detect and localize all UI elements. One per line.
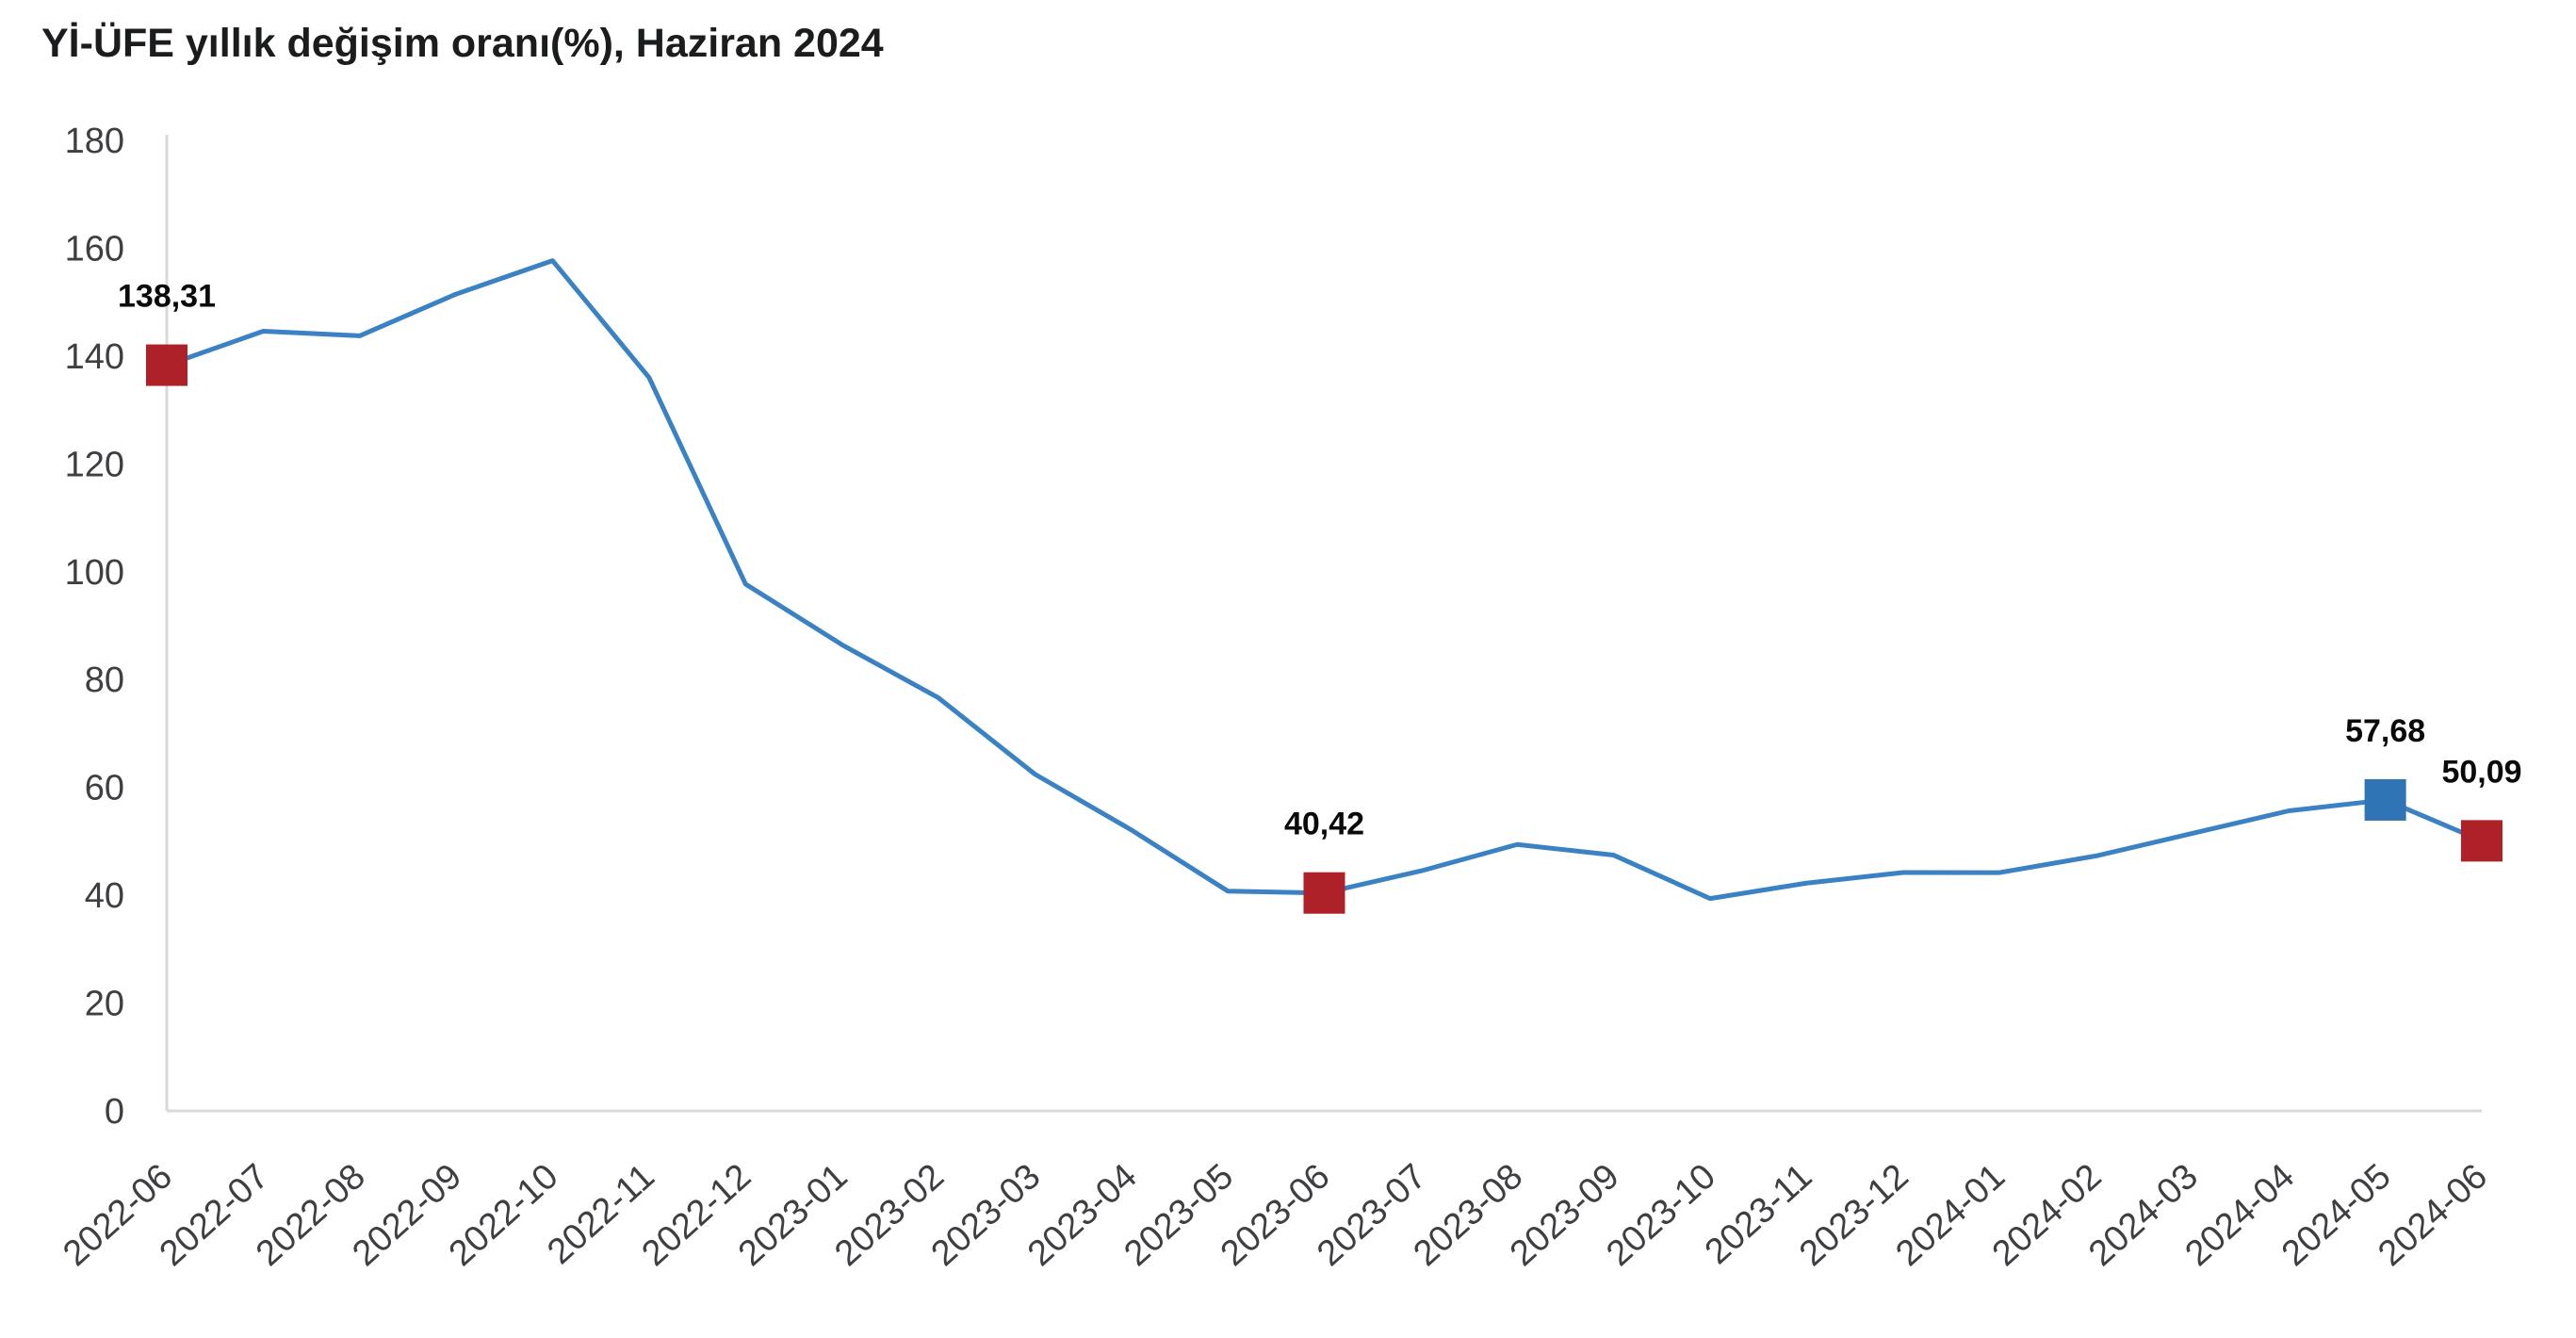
x-axis-tick-label: 2024-01 bbox=[1888, 1156, 2013, 1274]
x-axis-tick-label: 2024-04 bbox=[2178, 1156, 2303, 1274]
y-axis-tick-label: 180 bbox=[65, 122, 124, 161]
x-axis-tick-label: 2023-02 bbox=[827, 1156, 952, 1274]
y-axis-tick-label: 160 bbox=[65, 229, 124, 269]
data-point-label: 40,42 bbox=[1284, 807, 1364, 842]
x-axis-tick-label: 2023-04 bbox=[1020, 1156, 1145, 1274]
y-axis-tick-label: 120 bbox=[65, 445, 124, 484]
x-axis-tick-label: 2023-06 bbox=[1214, 1156, 1338, 1274]
x-axis-tick-label: 2022-12 bbox=[635, 1156, 759, 1274]
data-point-label: 138,31 bbox=[118, 279, 216, 315]
y-axis-tick-label: 100 bbox=[65, 553, 124, 593]
trend-line bbox=[164, 258, 2485, 902]
data-point-marker bbox=[2461, 820, 2503, 862]
x-axis-tick-label: 2022-06 bbox=[56, 1156, 180, 1274]
x-axis-tick-label: 2022-07 bbox=[153, 1156, 277, 1274]
x-axis-tick-label: 2023-10 bbox=[1599, 1156, 1723, 1274]
x-axis-tick-label: 2024-05 bbox=[2274, 1156, 2399, 1274]
x-axis-tick-label: 2023-01 bbox=[731, 1156, 856, 1274]
data-point-marker bbox=[146, 344, 187, 386]
x-axis-tick-label: 2023-08 bbox=[1407, 1156, 1531, 1274]
data-point-label: 50,09 bbox=[2441, 754, 2521, 790]
x-axis-tick-label: 2023-09 bbox=[1503, 1156, 1627, 1274]
x-axis-tick-label: 2023-03 bbox=[924, 1156, 1049, 1274]
x-axis-tick-label: 2022-10 bbox=[442, 1156, 566, 1274]
data-point-marker bbox=[1303, 872, 1345, 914]
x-axis-tick-label: 2023-07 bbox=[1310, 1156, 1434, 1274]
x-axis-tick-label: 2023-05 bbox=[1117, 1156, 1241, 1274]
data-point-label: 57,68 bbox=[2345, 713, 2425, 749]
y-axis-tick-label: 80 bbox=[85, 661, 124, 700]
x-axis-tick-label: 2024-02 bbox=[1985, 1156, 2110, 1274]
y-axis-tick-label: 40 bbox=[85, 876, 124, 916]
y-axis-tick-label: 0 bbox=[105, 1092, 124, 1132]
data-point-marker bbox=[2364, 778, 2406, 821]
x-axis-tick-label: 2024-03 bbox=[2081, 1156, 2206, 1274]
x-axis-tick-label: 2022-09 bbox=[345, 1156, 469, 1274]
x-axis-tick-label: 2022-08 bbox=[249, 1156, 373, 1274]
y-axis-tick-label: 140 bbox=[65, 337, 124, 377]
x-axis-tick-label: 2023-12 bbox=[1792, 1156, 1916, 1274]
y-axis-tick-label: 20 bbox=[85, 985, 124, 1024]
chart-title: Yİ-ÜFE yıllık değişim oranı(%), Haziran … bbox=[41, 21, 884, 66]
y-axis-tick-label: 60 bbox=[85, 769, 124, 808]
x-axis-tick-label: 2024-06 bbox=[2371, 1156, 2495, 1274]
